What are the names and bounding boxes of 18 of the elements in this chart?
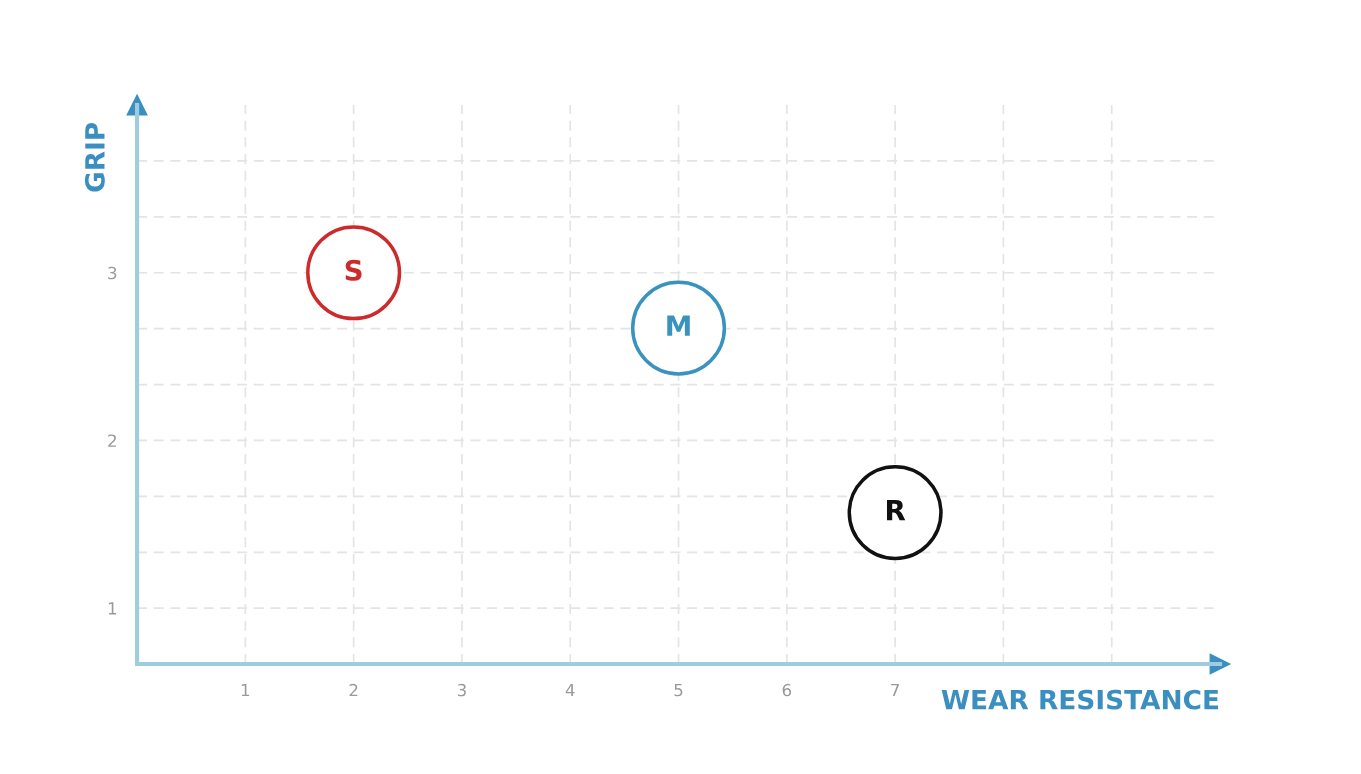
y-tick-label: 3: [108, 266, 117, 280]
series-label: S: [345, 259, 362, 281]
y-axis-title: GRIP: [84, 122, 105, 192]
y-tick-label: 1: [108, 602, 117, 615]
point: [630, 280, 727, 376]
point: [306, 225, 402, 321]
x-tick-label: 4: [565, 683, 575, 697]
x-tick-label: 1: [241, 683, 250, 697]
point: [847, 465, 943, 561]
x-tick-label: 6: [782, 683, 792, 697]
y-tick-label: 2: [108, 434, 116, 447]
x-tick-label: 7: [891, 683, 899, 697]
series-label: M: [667, 315, 690, 336]
x-tick-label: 5: [674, 683, 683, 697]
x-axis-title: WEAR RESISTANCE: [941, 689, 1219, 710]
series-label: R: [886, 499, 906, 521]
x-tick-label: 3: [457, 683, 466, 697]
x-tick-label: 2: [349, 683, 358, 697]
